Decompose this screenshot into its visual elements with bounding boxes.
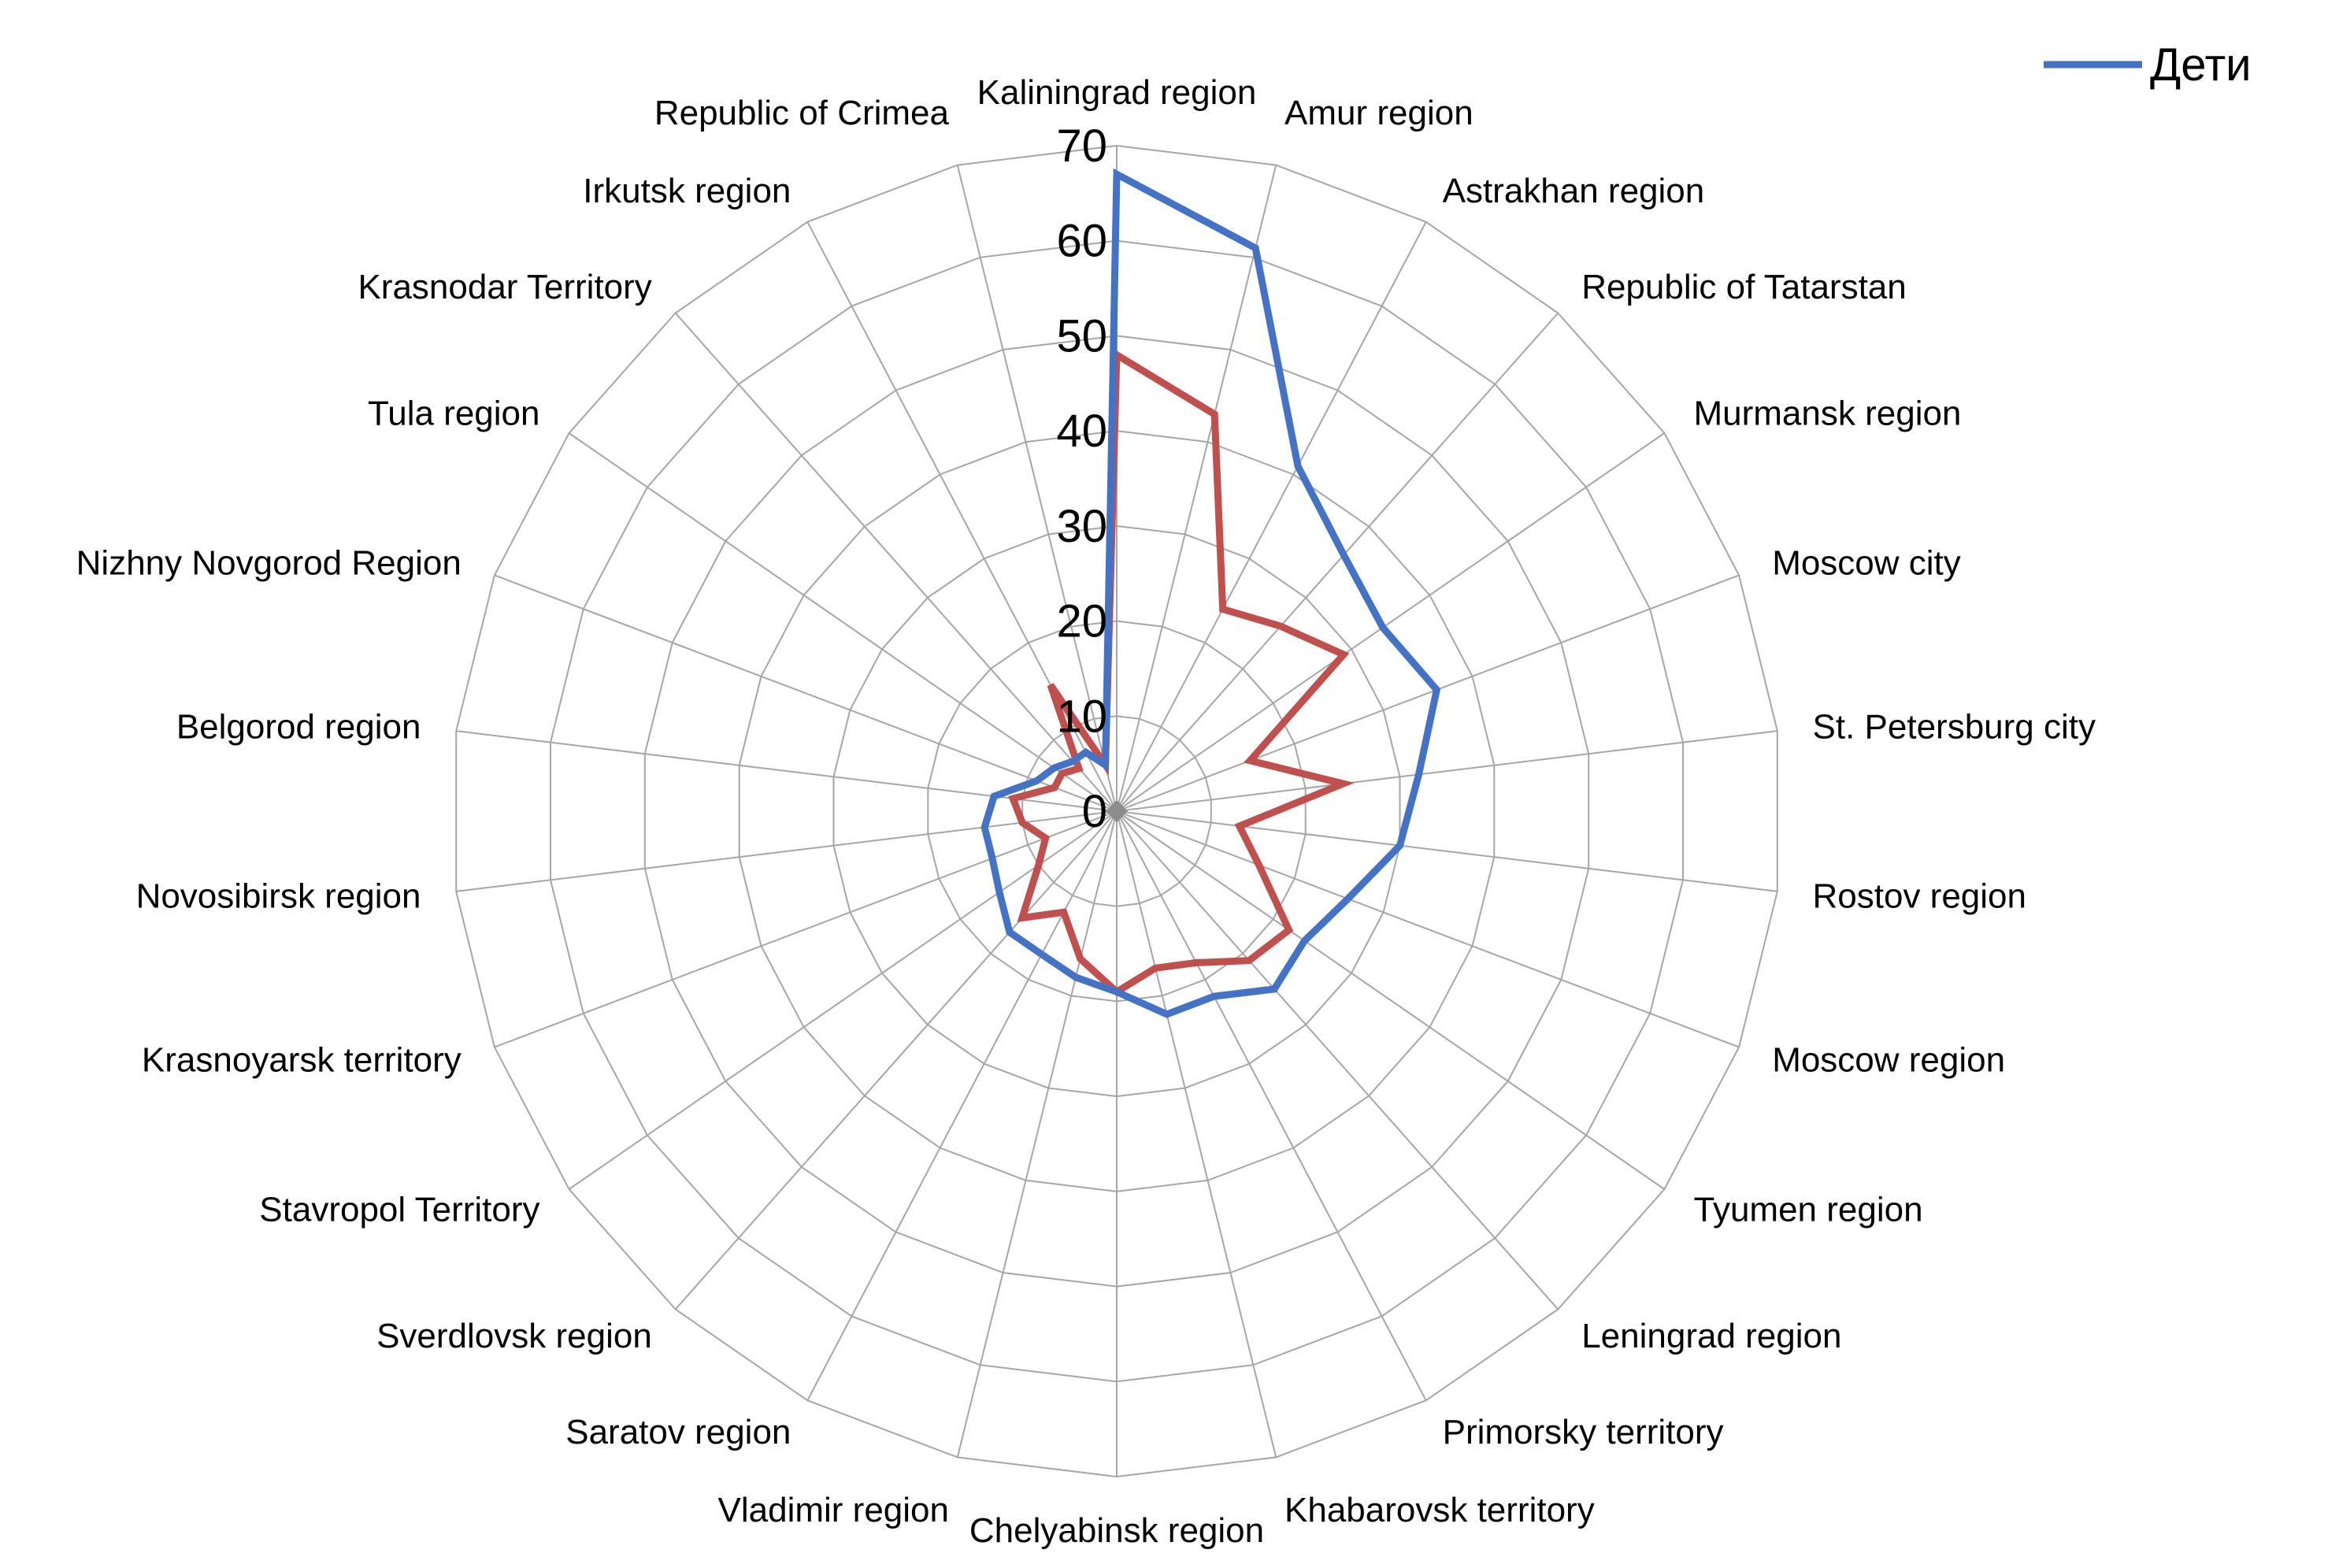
- category-label: Rostov region: [1813, 877, 2026, 915]
- grid-spoke: [1116, 432, 1665, 812]
- radial-axis-ticks: 0 10 20 30 40 50 60 70: [1056, 120, 1107, 837]
- category-label: Leningrad region: [1581, 1317, 1841, 1355]
- category-label: Vladimir region: [718, 1491, 949, 1529]
- grid-spoke: [1116, 810, 1277, 1458]
- category-label: Nizhny Novgorod Region: [76, 543, 461, 582]
- grid-spoke: [674, 312, 1118, 812]
- category-label: Primorsky territory: [1443, 1413, 1724, 1451]
- grid-spoke: [1116, 810, 1427, 1401]
- series-line-deti: [980, 168, 1441, 1018]
- category-label: Irkutsk region: [583, 172, 791, 210]
- category-label: Republic of Tatarstan: [1581, 268, 1907, 306]
- center-marker: [1106, 800, 1128, 822]
- grid-spoke: [494, 810, 1118, 1048]
- category-label: Sverdlovsk region: [376, 1317, 652, 1355]
- category-label: Chelyabinsk region: [969, 1511, 1264, 1550]
- category-label: Moscow region: [1772, 1041, 2005, 1080]
- grid-spoke: [456, 730, 1118, 812]
- grid-spoke: [456, 810, 1118, 892]
- category-label: Tyumen region: [1694, 1191, 1923, 1229]
- r-tick-label: 60: [1056, 216, 1107, 267]
- category-label: Murmansk region: [1694, 394, 1962, 432]
- r-tick-label: 30: [1056, 501, 1107, 552]
- category-label: Novosibirsk region: [136, 877, 421, 915]
- category-labels: Kaliningrad region Amur region Astrakhan r…: [76, 73, 2096, 1550]
- grid-spoke: [1116, 165, 1277, 812]
- category-label: Amur region: [1284, 94, 1473, 132]
- category-label: Krasnodar Territory: [358, 268, 651, 306]
- grid: [455, 144, 1778, 1478]
- grid-spoke: [1116, 810, 1559, 1310]
- category-label: Saratov region: [565, 1413, 791, 1451]
- category-label: Tula region: [368, 394, 540, 432]
- r-tick-label: 20: [1056, 596, 1107, 647]
- category-label: Belgorod region: [176, 708, 421, 747]
- category-label: Republic of Crimea: [654, 94, 950, 132]
- grid-spoke: [1116, 221, 1427, 812]
- r-tick-label: 10: [1056, 691, 1107, 742]
- category-label: Stavropol Territory: [259, 1191, 539, 1229]
- category-label: Kaliningrad region: [977, 73, 1257, 112]
- grid-spoke: [1116, 810, 1740, 1048]
- grid-spoke: [1116, 730, 1777, 812]
- category-label: Astrakhan region: [1443, 172, 1705, 210]
- r-tick-label: 50: [1056, 310, 1107, 361]
- grid-spoke: [1116, 312, 1559, 812]
- grid-spoke: [569, 810, 1118, 1190]
- grid-spoke: [806, 810, 1118, 1401]
- category-label: Krasnoyarsk territory: [142, 1041, 461, 1080]
- r-tick-label: 0: [1082, 786, 1107, 837]
- category-label: Khabarovsk territory: [1284, 1491, 1595, 1529]
- legend-label-deti: Дети: [2150, 39, 2252, 91]
- grid-spoke: [569, 432, 1118, 812]
- grid-spoke: [956, 165, 1118, 812]
- series-lines: [980, 168, 1441, 1018]
- r-tick-label: 70: [1056, 120, 1107, 172]
- grid-spoke: [494, 574, 1118, 812]
- legend: Дети: [2044, 39, 2252, 91]
- grid-spoke: [806, 221, 1118, 812]
- r-tick-label: 40: [1056, 406, 1107, 457]
- grid-spoke: [1116, 810, 1665, 1190]
- category-label: Moscow city: [1772, 543, 1961, 582]
- grid-spoke: [674, 810, 1118, 1310]
- grid-spoke: [1116, 810, 1777, 892]
- category-label: St. Petersburg city: [1813, 708, 2096, 747]
- grid-spoke: [956, 810, 1118, 1458]
- grid-spoke: [1116, 574, 1740, 812]
